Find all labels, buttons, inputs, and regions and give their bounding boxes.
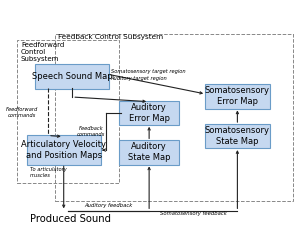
Text: Feedforward
commands: Feedforward commands bbox=[6, 107, 38, 118]
Text: Articulatory Velocity
and Position Maps: Articulatory Velocity and Position Maps bbox=[21, 140, 106, 160]
Text: Somatosensory
State Map: Somatosensory State Map bbox=[205, 126, 270, 146]
Text: Feedback
commands: Feedback commands bbox=[77, 126, 105, 137]
Text: Auditory
Error Map: Auditory Error Map bbox=[129, 103, 169, 123]
FancyBboxPatch shape bbox=[35, 64, 109, 89]
Text: Auditory target region: Auditory target region bbox=[111, 76, 167, 81]
Text: Somatosensory target region: Somatosensory target region bbox=[111, 69, 185, 74]
FancyBboxPatch shape bbox=[27, 135, 101, 165]
Bar bbox=[55, 34, 293, 201]
Bar bbox=[17, 40, 119, 183]
Text: Auditory feedback: Auditory feedback bbox=[84, 203, 133, 208]
FancyBboxPatch shape bbox=[205, 84, 270, 109]
Text: Feedback Control Subsystem: Feedback Control Subsystem bbox=[58, 34, 163, 40]
Text: Produced Sound: Produced Sound bbox=[29, 215, 110, 224]
FancyBboxPatch shape bbox=[119, 101, 179, 125]
Text: Speech Sound Map: Speech Sound Map bbox=[32, 72, 112, 81]
Text: Auditory
State Map: Auditory State Map bbox=[128, 142, 170, 162]
FancyBboxPatch shape bbox=[205, 124, 270, 148]
Text: To articulatory
muscles: To articulatory muscles bbox=[29, 167, 66, 178]
FancyBboxPatch shape bbox=[119, 140, 179, 165]
Text: Somatosensory
Error Map: Somatosensory Error Map bbox=[205, 86, 270, 106]
Text: Somatosensory feedback: Somatosensory feedback bbox=[160, 211, 226, 216]
Text: Feedforward
Control
Subsystem: Feedforward Control Subsystem bbox=[21, 42, 64, 62]
